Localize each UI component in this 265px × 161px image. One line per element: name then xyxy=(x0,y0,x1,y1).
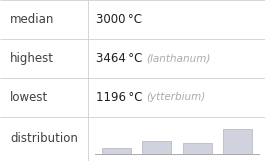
Text: highest: highest xyxy=(10,52,54,65)
Bar xyxy=(142,141,171,154)
Text: (lanthanum): (lanthanum) xyxy=(146,53,210,63)
Text: (ytterbium): (ytterbium) xyxy=(146,93,205,103)
Bar xyxy=(102,148,131,154)
Text: 3464 °C: 3464 °C xyxy=(96,52,142,65)
Text: median: median xyxy=(10,13,54,26)
Text: distribution: distribution xyxy=(10,133,78,146)
Text: 1196 °C: 1196 °C xyxy=(96,91,143,104)
Bar xyxy=(223,129,252,154)
Bar xyxy=(183,143,212,154)
Text: lowest: lowest xyxy=(10,91,48,104)
Text: 3000 °C: 3000 °C xyxy=(96,13,142,26)
